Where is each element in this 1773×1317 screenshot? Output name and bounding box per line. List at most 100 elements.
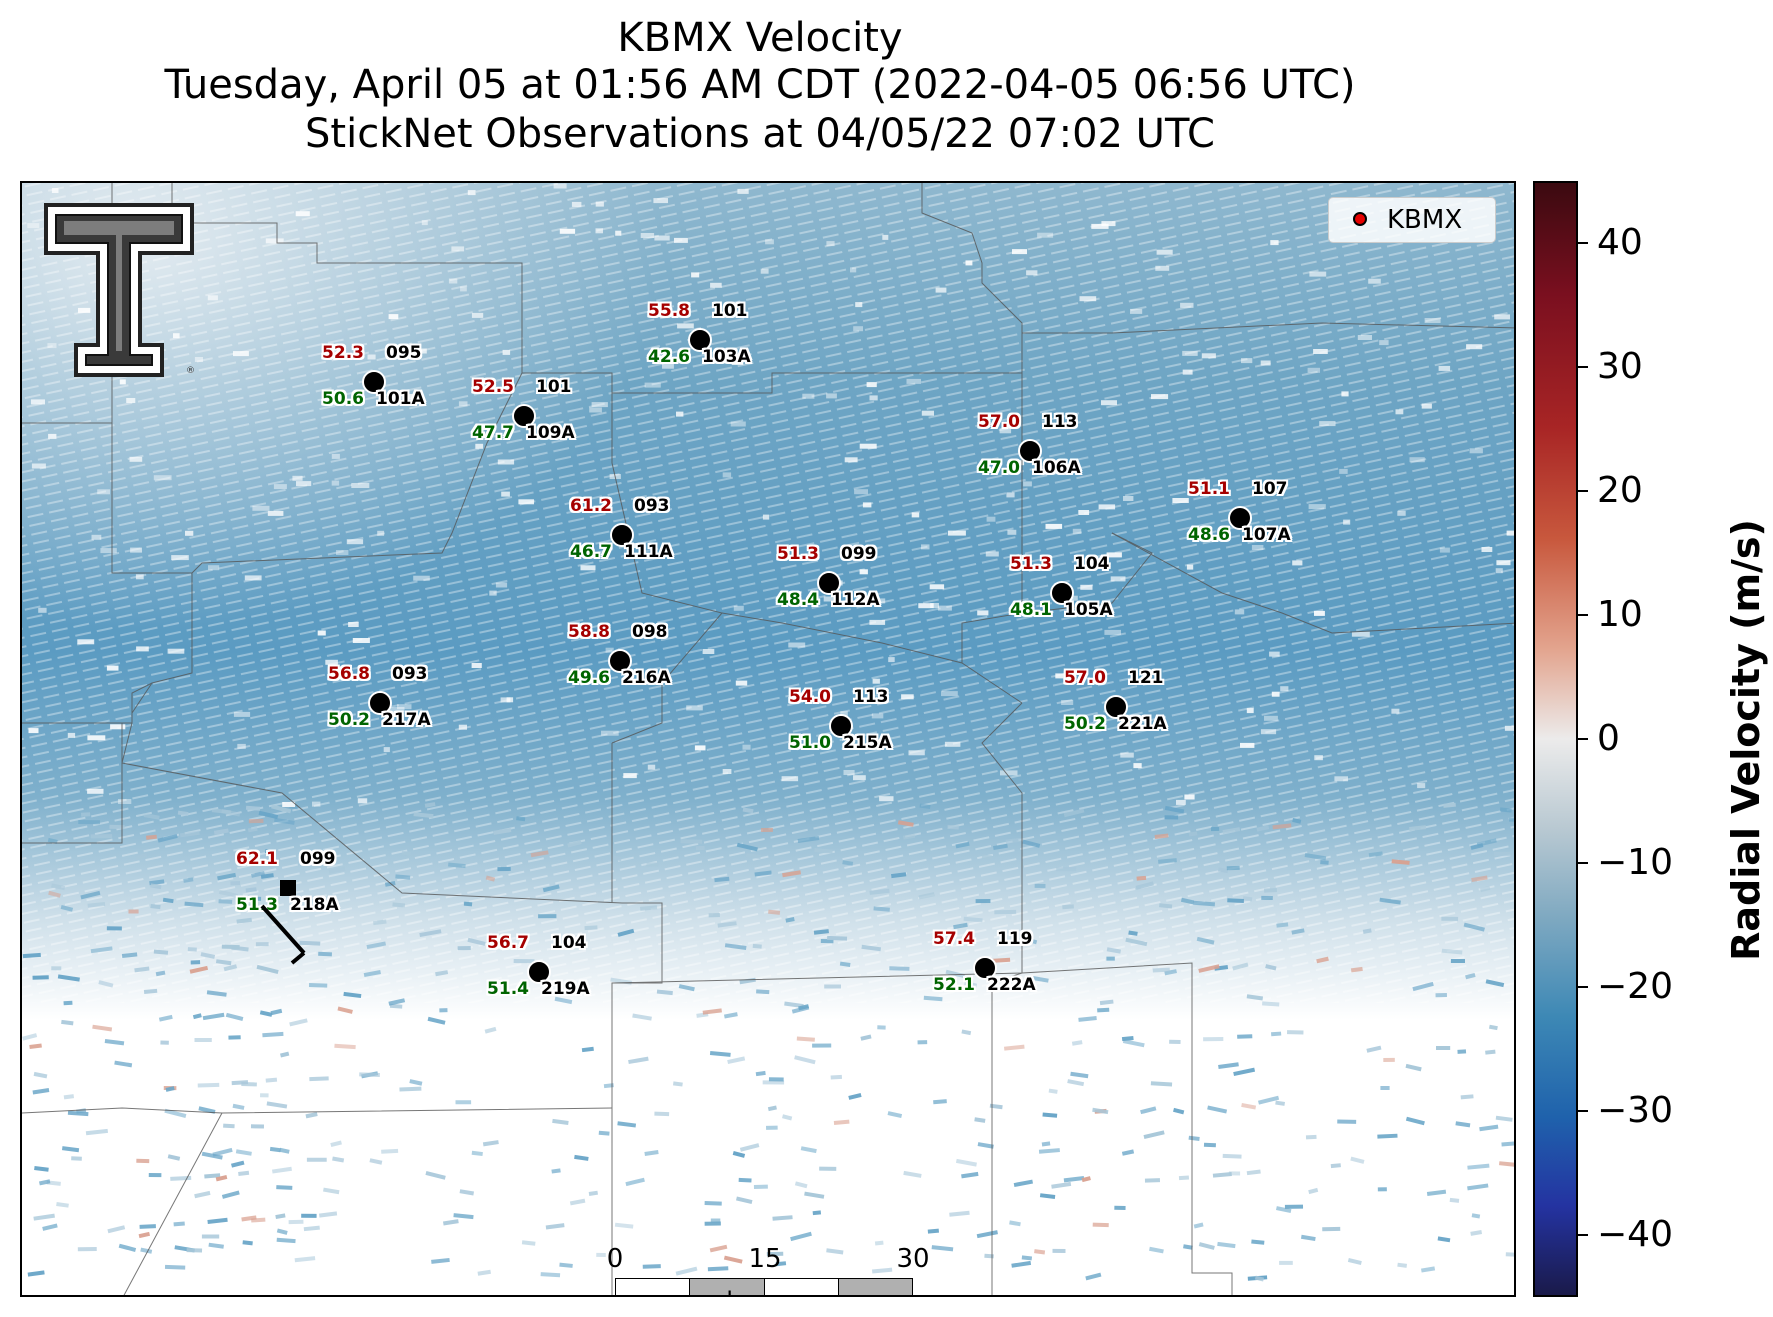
radar-velocity-field <box>22 183 1514 1295</box>
colorbar-tick-mark <box>1578 366 1588 368</box>
colorbar <box>1533 181 1578 1297</box>
double-t-logo: ® <box>44 203 195 377</box>
station-id: 105A <box>1064 600 1113 620</box>
station-id: 109A <box>526 423 575 443</box>
station-direction: 098 <box>632 622 668 642</box>
station-wind: 47.7 <box>472 423 514 443</box>
colorbar-tick-label: 0 <box>1597 718 1620 759</box>
colorbar-tick-mark <box>1578 1110 1588 1112</box>
station-direction: 099 <box>841 544 877 564</box>
station-id: 218A <box>290 895 339 915</box>
colorbar-tick-label: 10 <box>1597 594 1643 635</box>
station-id: 216A <box>622 668 671 688</box>
station-marker-icon <box>608 649 632 673</box>
title-line-3: StickNet Observations at 04/05/22 07:02 … <box>305 111 1215 157</box>
station-wind: 48.1 <box>1010 600 1052 620</box>
station-gust: 56.7 <box>487 933 529 953</box>
colorbar-tick-label: −40 <box>1597 1214 1673 1255</box>
station-id: 215A <box>843 733 892 753</box>
radar-site-marker-icon <box>1353 212 1367 226</box>
colorbar-tick-mark <box>1578 1234 1588 1236</box>
station-id: 101A <box>376 389 425 409</box>
scale-unit: km <box>726 1287 763 1295</box>
station-direction: 107 <box>1252 479 1288 499</box>
colorbar-title: Radial Velocity (m/s) <box>1724 519 1768 961</box>
station-marker-icon <box>362 370 386 394</box>
station-id: 103A <box>702 347 751 367</box>
station-wind: 50.2 <box>1064 714 1106 734</box>
station-direction: 093 <box>392 664 428 684</box>
station-id: 221A <box>1118 714 1167 734</box>
station-id: 106A <box>1032 458 1081 478</box>
colorbar-tick-label: −30 <box>1597 1090 1673 1131</box>
station-marker-icon <box>1050 581 1074 605</box>
station-marker-icon <box>527 960 551 984</box>
scale-tick-0: 0 <box>606 1244 624 1274</box>
title-line-1: KBMX Velocity <box>617 15 903 61</box>
station-gust: 56.8 <box>328 664 370 684</box>
station-direction: 113 <box>853 687 889 707</box>
colorbar-tick-mark <box>1578 614 1588 616</box>
station-direction: 104 <box>1074 554 1110 574</box>
colorbar-tick-label: 30 <box>1597 346 1643 387</box>
station-gust: 62.1 <box>236 849 278 869</box>
colorbar-tick-mark <box>1578 986 1588 988</box>
colorbar-tick-label: 20 <box>1597 470 1643 511</box>
colorbar-tick-mark <box>1578 490 1588 492</box>
station-gust: 55.8 <box>648 301 690 321</box>
station-id: 111A <box>624 542 673 562</box>
station-gust: 57.0 <box>978 412 1020 432</box>
title-line-2: Tuesday, April 05 at 01:56 AM CDT (2022-… <box>164 62 1356 108</box>
colorbar-tick-mark <box>1578 862 1588 864</box>
station-id: 107A <box>1242 525 1291 545</box>
station-direction: 095 <box>386 343 422 363</box>
speckle-layer <box>22 183 1514 1289</box>
station-gust: 51.1 <box>1188 479 1230 499</box>
station-wind: 50.2 <box>328 710 370 730</box>
station-id: 112A <box>831 590 880 610</box>
station-wind: 52.1 <box>933 975 975 995</box>
station-gust: 51.3 <box>777 544 819 564</box>
station-marker-icon <box>280 880 296 896</box>
legend-label: KBMX <box>1387 205 1463 235</box>
station-marker-icon <box>610 523 634 547</box>
station-marker-icon <box>817 571 841 595</box>
station-gust: 57.4 <box>933 929 975 949</box>
station-wind: 51.4 <box>487 979 529 999</box>
station-wind: 42.6 <box>648 347 690 367</box>
station-gust: 52.3 <box>322 343 364 363</box>
station-gust: 58.8 <box>568 622 610 642</box>
station-marker-icon <box>973 956 997 980</box>
station-wind: 47.0 <box>978 458 1020 478</box>
radar-map[interactable]: ® KBMX 52.3 095 50.6 101A 52.5 101 47.7 109A 55.… <box>20 181 1516 1297</box>
station-direction: 104 <box>551 933 587 953</box>
station-wind: 51.0 <box>789 733 831 753</box>
station-marker-icon <box>1228 506 1252 530</box>
logo-mark: ® <box>186 366 195 376</box>
station-marker-icon <box>1018 439 1042 463</box>
wind-barb <box>260 904 306 965</box>
station-marker-icon <box>1104 695 1128 719</box>
station-gust: 54.0 <box>789 687 831 707</box>
scale-bar-segments <box>615 1278 913 1295</box>
station-id: 217A <box>382 710 431 730</box>
station-marker-icon <box>688 328 712 352</box>
colorbar-tick-label: −20 <box>1597 966 1673 1007</box>
station-direction: 121 <box>1128 668 1164 688</box>
colorbar-tick-mark <box>1578 738 1588 740</box>
station-id: 219A <box>541 979 590 999</box>
station-gust: 51.3 <box>1010 554 1052 574</box>
station-wind: 48.4 <box>777 590 819 610</box>
station-marker-icon <box>368 691 392 715</box>
station-direction: 101 <box>712 301 748 321</box>
station-wind: 46.7 <box>570 542 612 562</box>
station-gust: 61.2 <box>570 496 612 516</box>
station-direction: 101 <box>536 377 572 397</box>
colorbar-tick-label: −10 <box>1597 842 1673 883</box>
station-id: 222A <box>987 975 1036 995</box>
scale-bar: 0 15 30 km <box>607 1244 930 1295</box>
station-direction: 113 <box>1042 412 1078 432</box>
station-marker-icon <box>829 714 853 738</box>
colorbar-tick-label: 40 <box>1597 222 1643 263</box>
station-wind: 49.6 <box>568 668 610 688</box>
